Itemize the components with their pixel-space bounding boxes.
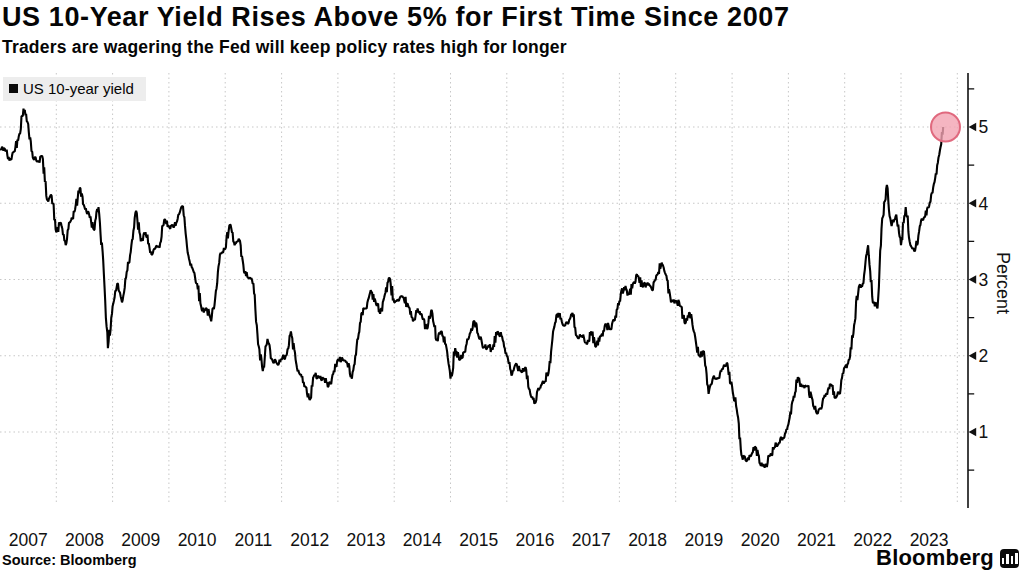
yield-chart: 1 2 3 4 5 2007 2008 2009 2010 2011 2012 2013 2014 201… <box>0 0 1024 576</box>
x-axis-tick-label: 2008 <box>65 530 104 550</box>
source-note: Source: Bloomberg <box>2 552 137 568</box>
x-axis-tick-label: 2011 <box>235 530 273 550</box>
x-axis-tick-label: 2007 <box>9 530 48 550</box>
y-axis-tick-label: 2 <box>979 346 989 366</box>
legend-series-label: US 10-year yield <box>23 80 134 97</box>
chart-canvas: 1 2 3 4 5 2007 2008 2009 2010 2011 2012 2013 2014 201… <box>0 0 1024 576</box>
bloomberg-wordmark: Bloomberg <box>876 545 994 571</box>
x-axis-tick-label: 2016 <box>516 530 555 550</box>
x-axis-tick-label: 2013 <box>347 530 386 550</box>
highlight-circle <box>931 113 960 142</box>
y-axis-major-tick <box>969 199 977 208</box>
y-axis-tick-label: 1 <box>979 422 989 442</box>
y-axis-tick-label: 5 <box>979 117 989 137</box>
x-axis-tick-label: 2017 <box>572 530 611 550</box>
y-axis-tick-label: 4 <box>979 194 989 214</box>
legend-series-marker-icon <box>9 84 18 93</box>
x-axis-tick-label: 2020 <box>741 530 780 550</box>
y-axis-major-tick <box>969 351 977 360</box>
x-axis-tick-label: 2014 <box>403 530 442 550</box>
bloomberg-bars-icon <box>1000 549 1019 568</box>
y-axis-major-tick <box>969 428 977 437</box>
x-axis-tick-label: 2021 <box>797 530 836 550</box>
x-axis-tick-label: 2010 <box>178 530 217 550</box>
y-axis-major-tick <box>969 275 977 284</box>
bloomberg-branding: Bloomberg <box>876 545 1019 571</box>
x-axis-tick-label: 2015 <box>459 530 498 550</box>
y-axis-tick-label: 3 <box>979 270 989 290</box>
yield-line-series <box>0 109 943 467</box>
legend: US 10-year yield <box>3 77 146 101</box>
x-axis-tick-label: 2009 <box>121 530 160 550</box>
x-axis-tick-label: 2019 <box>684 530 723 550</box>
chart-subtitle: Traders are wagering the Fed will keep p… <box>2 37 567 58</box>
x-axis-tick-label: 2018 <box>628 530 667 550</box>
y-axis-major-tick <box>969 123 977 132</box>
x-axis-tick-label: 2012 <box>290 530 329 550</box>
chart-title: US 10-Year Yield Rises Above 5% for Firs… <box>2 2 790 33</box>
y-axis-title: Percent <box>992 252 1013 314</box>
